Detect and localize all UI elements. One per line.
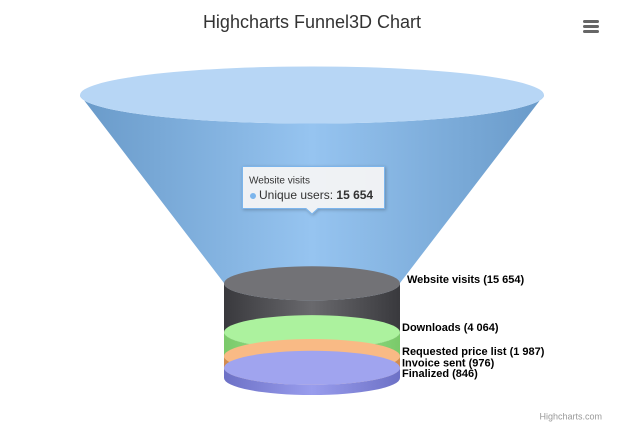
tooltip-box: [242, 166, 385, 215]
menu-button[interactable]: [583, 20, 599, 33]
tooltip-bullet: [250, 193, 256, 199]
tooltip: [242, 166, 385, 215]
menu-line: [583, 30, 599, 33]
segment-top: [80, 66, 544, 124]
tooltip-header: Website visits: [249, 176, 310, 187]
segment-top: [224, 266, 400, 301]
data-labels: Website visits (15 654) Downloads (4 064)…: [402, 274, 545, 380]
credits: Highcharts.com: [539, 411, 602, 421]
tooltip-value: 15 654: [336, 188, 373, 202]
data-label: Website visits (15 654): [407, 274, 525, 286]
funnel-segment: [224, 367, 400, 396]
data-label: Invoice sent (976): [402, 358, 495, 370]
data-label: Downloads (4 064): [402, 322, 499, 334]
tooltip-label: Unique users:: [259, 188, 333, 202]
chart-title: Highcharts Funnel3D Chart: [203, 12, 421, 32]
segment-top: [224, 350, 400, 385]
menu-line: [583, 20, 599, 23]
menu-line: [583, 25, 599, 28]
segment-top: [224, 315, 400, 350]
data-label: Requested price list (1 987): [402, 346, 545, 358]
data-label: Finalized (846): [402, 368, 478, 380]
tooltip-text: Unique users: 15 654: [259, 188, 373, 202]
